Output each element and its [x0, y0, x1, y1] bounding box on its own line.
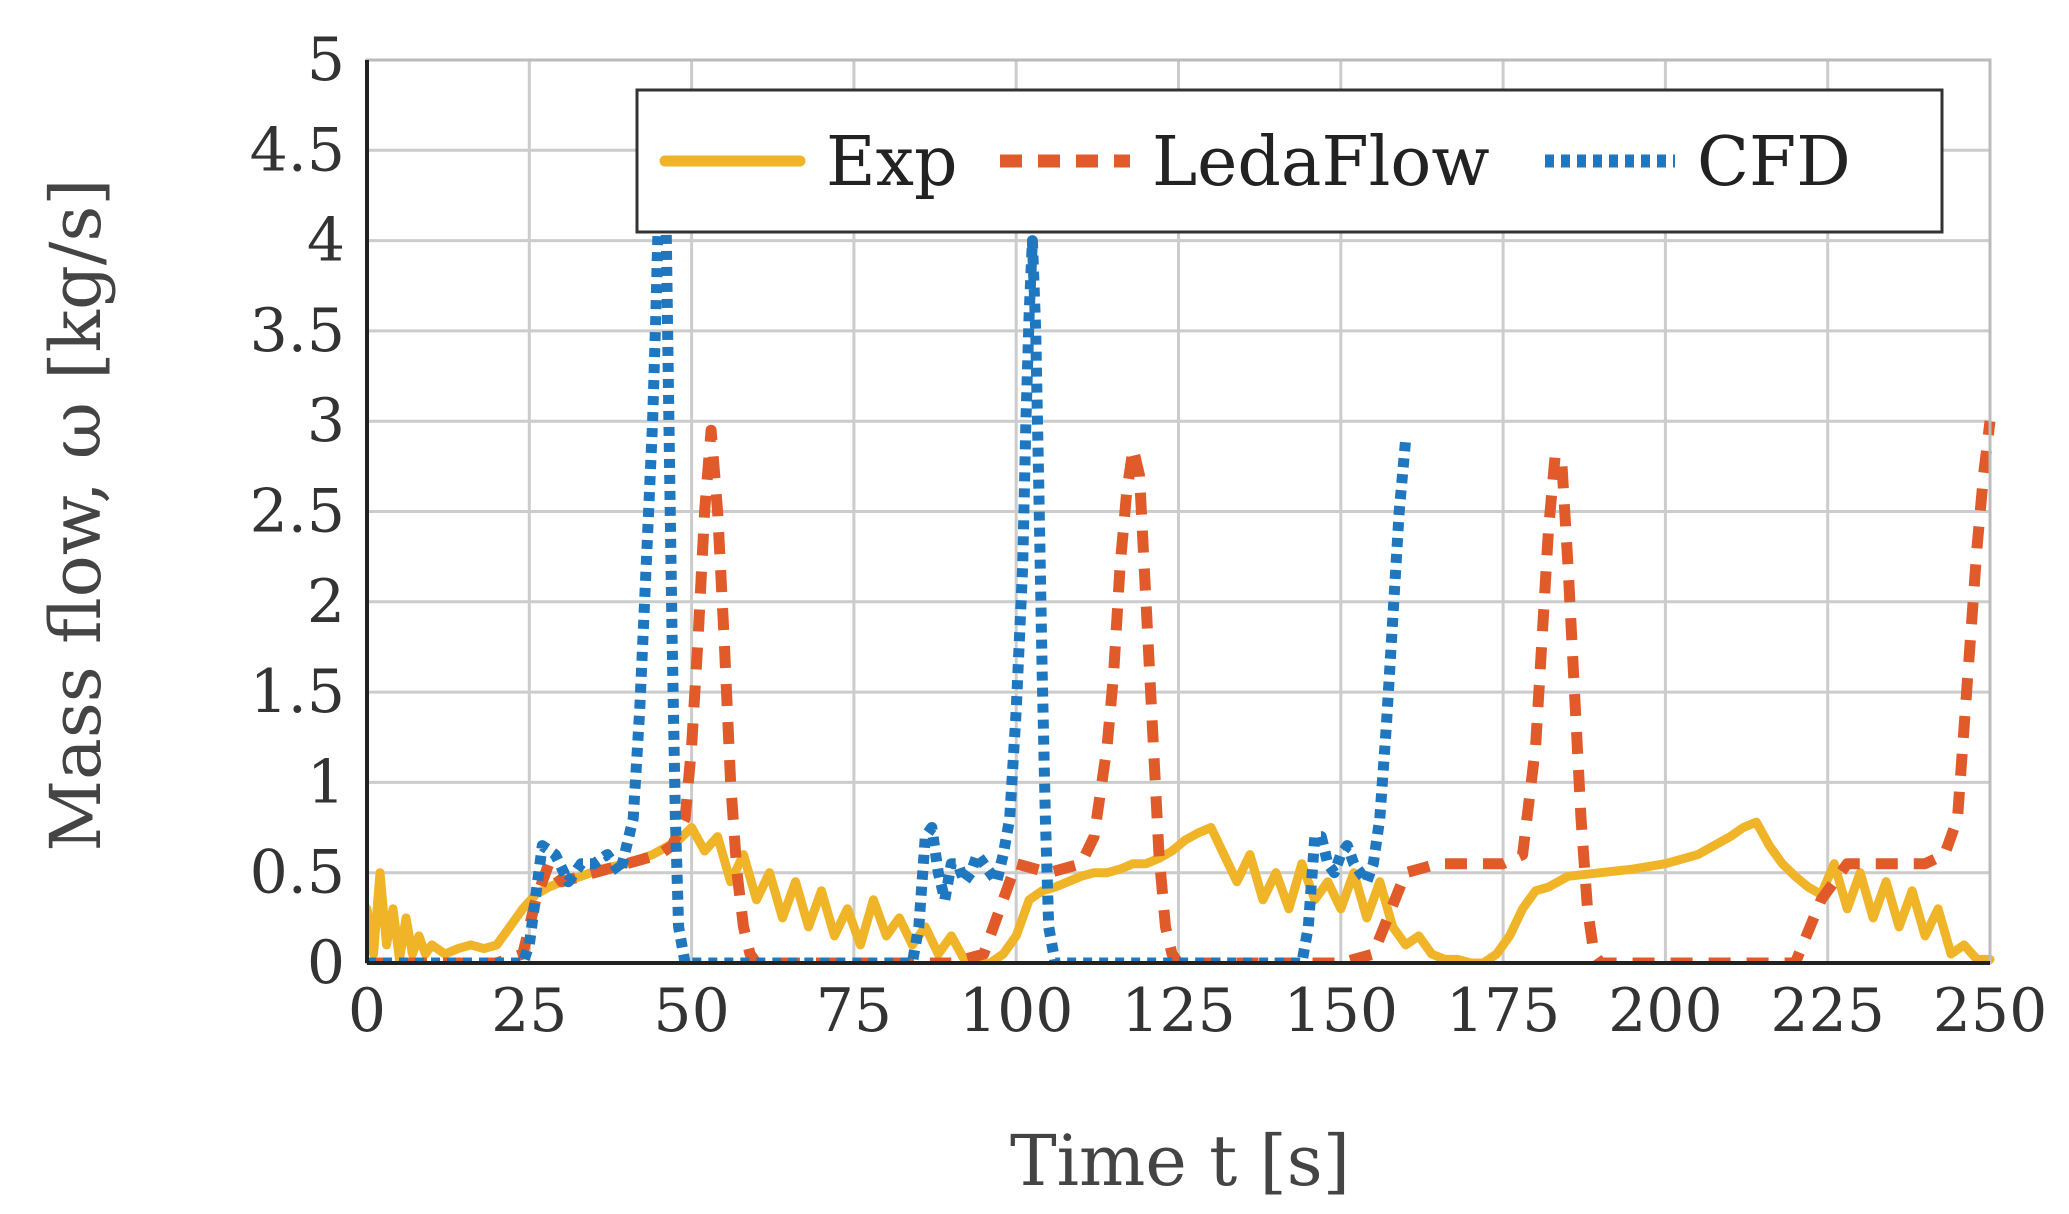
y-tick-label: 2.5: [250, 477, 345, 547]
y-tick-label: 0.5: [250, 838, 345, 908]
y-tick-label: 2: [307, 567, 345, 637]
x-tick-label: 250: [1933, 976, 2048, 1046]
y-axis-label: Mass flow, ω [kg/s]: [35, 178, 117, 851]
legend-label-exp: Exp: [826, 123, 958, 202]
plot-series: [367, 90, 1996, 965]
x-tick-label: 200: [1608, 976, 1723, 1046]
legend: Exp LedaFlow CFD: [635, 88, 1944, 234]
y-tick-label: 1.5: [250, 657, 345, 727]
y-tick-label: 1: [307, 747, 345, 817]
x-tick-label: 50: [653, 976, 729, 1046]
x-tick-label: 150: [1284, 976, 1399, 1046]
y-tick-label: 5: [307, 25, 345, 95]
y-tick-label: 0: [307, 928, 345, 998]
x-tick-label: 100: [959, 976, 1074, 1046]
legend-box: [635, 88, 1944, 234]
legend-label-ledaflow: LedaFlow: [1152, 123, 1490, 202]
x-tick-label: 175: [1446, 976, 1561, 1046]
x-tick-label: 75: [816, 976, 892, 1046]
x-tick-label: 125: [1121, 976, 1236, 1046]
x-axis-label: Time t [s]: [1010, 1120, 1350, 1202]
x-tick-label: 0: [348, 976, 386, 1046]
x-tick-label: 225: [1770, 976, 1885, 1046]
y-tick-label: 4: [307, 206, 345, 276]
axes: [365, 58, 1992, 965]
x-tick-label: 25: [491, 976, 567, 1046]
series-line-cfd: [367, 90, 1412, 965]
y-tick-label: 3: [307, 386, 345, 456]
y-tick-label: 3.5: [250, 296, 345, 366]
legend-label-cfd: CFD: [1697, 123, 1851, 202]
y-tick-label: 4.5: [250, 115, 345, 185]
tick-labels: 0 25 50 75 100 125 150 175 200 225 25000.511.522.5…: [250, 25, 2048, 1046]
